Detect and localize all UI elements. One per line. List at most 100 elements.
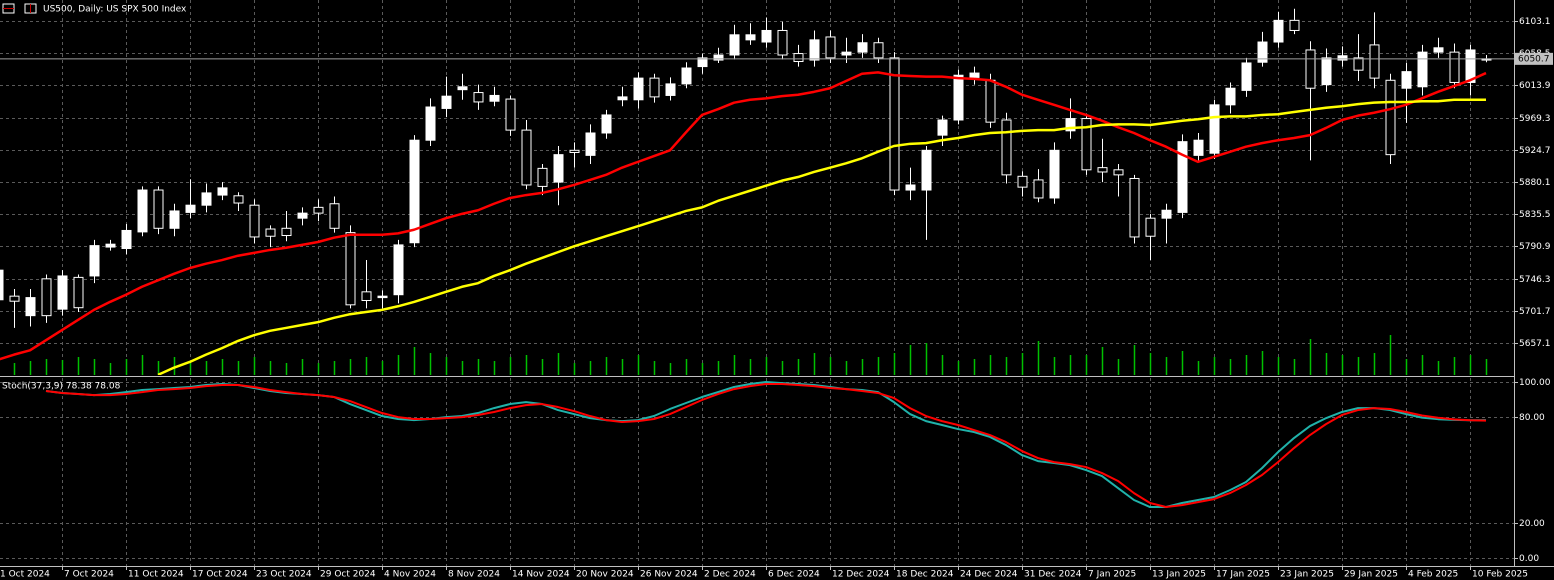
candle-body (1241, 62, 1252, 91)
indicator-title: Stoch(37,3,9) 78.38 78.08 (2, 382, 121, 392)
candle-body (329, 203, 340, 229)
x-tick-label: 4 Feb 2025 (1408, 570, 1458, 580)
candle-body (201, 192, 212, 206)
moving-average-line (0, 71, 1487, 361)
x-tick-label: 7 Jan 2025 (1088, 570, 1136, 580)
candle-body (1449, 51, 1460, 83)
candle-body (1289, 19, 1300, 31)
candle-body (1097, 167, 1108, 173)
candle-body (153, 189, 164, 229)
candle-body (569, 149, 580, 153)
candle-body (265, 228, 276, 237)
candle-body (1385, 79, 1396, 156)
y-tick-label: 5835.5 (1519, 210, 1551, 220)
candle-body (537, 167, 548, 187)
candle-body (1129, 177, 1140, 238)
candle-body (25, 297, 36, 317)
x-tick-label: 31 Dec 2024 (1024, 570, 1082, 580)
candle-body (425, 106, 436, 141)
x-tick-label: 18 Dec 2024 (896, 570, 954, 580)
candle-body (345, 232, 356, 306)
chart-title: US500, Daily: US SPX 500 Index (43, 5, 187, 15)
x-tick-label: 23 Jan 2025 (1280, 570, 1334, 580)
y-tick-label: 80.00 (1519, 413, 1545, 423)
x-tick-label: 6 Dec 2024 (768, 570, 820, 580)
candle-body (1353, 57, 1364, 71)
x-tick-label: 17 Oct 2024 (192, 570, 248, 580)
candle-body (761, 29, 772, 43)
candle-body (473, 92, 484, 103)
candle-body (169, 210, 180, 229)
candle-body (217, 187, 228, 196)
candle-body (121, 229, 132, 250)
x-tick-label: 1 Oct 2024 (0, 570, 50, 580)
candle-body (233, 195, 244, 204)
y-tick-label: 5746.3 (1519, 275, 1551, 285)
x-tick-label: 20 Nov 2024 (576, 570, 634, 580)
x-tick-label: 11 Oct 2024 (128, 570, 184, 580)
candle-body (1433, 47, 1444, 53)
candle-body (105, 243, 116, 248)
candle-body (905, 184, 916, 191)
candle-body (985, 79, 996, 123)
candle-body (505, 98, 516, 131)
candle-body (1465, 49, 1476, 83)
candle-body (89, 245, 100, 277)
x-tick-label: 24 Dec 2024 (960, 570, 1018, 580)
y-tick-label: 5657.1 (1519, 339, 1551, 349)
last-price-box (1515, 52, 1553, 65)
candle-body (1145, 217, 1156, 237)
y-tick-label: 6013.9 (1519, 81, 1551, 91)
candle-body (921, 149, 932, 191)
candle-body (1417, 51, 1428, 88)
candle-body (73, 276, 84, 309)
candle-body (9, 295, 20, 302)
y-tick-label: 5790.9 (1519, 242, 1551, 252)
candle-body (1001, 119, 1012, 176)
candle-body (457, 86, 468, 91)
candle-body (409, 139, 420, 244)
x-tick-label: 29 Jan 2025 (1344, 570, 1398, 580)
candle-body (1321, 57, 1332, 86)
candle-body (633, 77, 644, 101)
candle-body (1177, 141, 1188, 213)
candle-body (777, 29, 788, 56)
y-tick-label: 5924.7 (1519, 146, 1551, 156)
x-tick-label: 17 Jan 2025 (1216, 570, 1270, 580)
candle-body (585, 132, 596, 156)
y-tick-label: 6103.1 (1519, 17, 1551, 27)
stochastic-panel (45, 381, 1487, 509)
candle-body (809, 39, 820, 61)
candle-body (1017, 175, 1028, 188)
y-tick-label: 5701.7 (1519, 307, 1551, 317)
candle-body (1305, 49, 1316, 89)
candle-body (617, 96, 628, 101)
candle-body (1113, 169, 1124, 176)
candle-body (1033, 179, 1044, 199)
candle-body (377, 295, 388, 299)
candle-body (185, 204, 196, 213)
x-tick-label: 2 Dec 2024 (704, 570, 756, 580)
y-tick-label: 100.00 (1519, 378, 1551, 388)
candle-body (969, 72, 980, 78)
candle-body (57, 275, 68, 310)
candle-body (841, 51, 852, 56)
candle-body (281, 227, 292, 237)
candle-body (937, 119, 948, 136)
candle-body (361, 291, 372, 301)
x-tick-label: 14 Nov 2024 (512, 570, 570, 580)
candle-body (713, 54, 724, 61)
candle-body (873, 42, 884, 59)
candle-body (1065, 118, 1076, 132)
candle-body (681, 67, 692, 85)
candle-body (1257, 41, 1268, 63)
candle-body (0, 269, 4, 301)
candle-body (1193, 139, 1204, 156)
x-tick-label: 4 Nov 2024 (384, 570, 436, 580)
candle-body (953, 74, 964, 121)
x-tick-label: 7 Oct 2024 (64, 570, 114, 580)
candle-body (889, 57, 900, 191)
y-tick-label: 0.00 (1519, 554, 1539, 564)
